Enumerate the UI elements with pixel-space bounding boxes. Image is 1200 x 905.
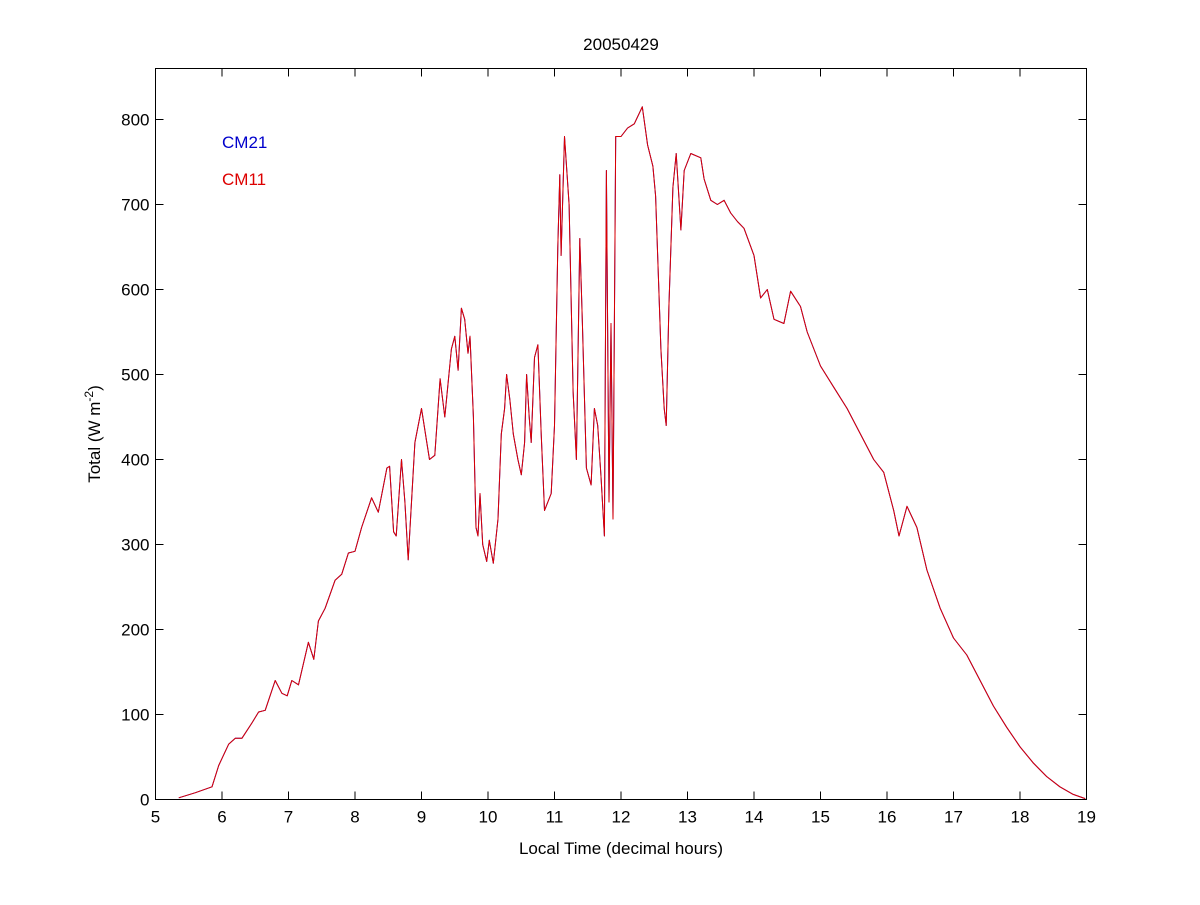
y-axis-label-main: Total (W m bbox=[85, 402, 104, 483]
x-tick-label: 5 bbox=[151, 808, 160, 827]
y-axis-label: Total (W m-2) bbox=[82, 385, 104, 483]
y-tick-label: 0 bbox=[140, 791, 149, 810]
x-axis-label: Local Time (decimal hours) bbox=[519, 839, 723, 858]
y-tick-label: 700 bbox=[121, 196, 149, 215]
x-tick-label: 16 bbox=[878, 808, 897, 827]
chart-title: 20050429 bbox=[583, 35, 659, 54]
series-line-cm11 bbox=[178, 106, 1086, 800]
x-tick-label: 14 bbox=[745, 808, 764, 827]
y-tick-label: 600 bbox=[121, 281, 149, 300]
x-tick-label: 10 bbox=[479, 808, 498, 827]
legend-entry-cm11: CM11 bbox=[222, 170, 266, 189]
x-tick-label: 18 bbox=[1011, 808, 1030, 827]
x-tick-label: 19 bbox=[1077, 808, 1096, 827]
x-tick-label: 13 bbox=[678, 808, 697, 827]
y-tick-label: 200 bbox=[121, 621, 149, 640]
y-tick-label: 400 bbox=[121, 451, 149, 470]
legend-entry-cm21: CM21 bbox=[222, 133, 267, 152]
x-tick-label: 7 bbox=[284, 808, 293, 827]
x-tick-label: 11 bbox=[546, 808, 564, 827]
x-tick-label: 12 bbox=[612, 808, 631, 827]
x-tick-label: 17 bbox=[944, 808, 963, 827]
series-layer bbox=[178, 106, 1086, 800]
x-tick-label: 15 bbox=[811, 808, 830, 827]
x-tick-label: 8 bbox=[350, 808, 359, 827]
y-axis-label-end: ) bbox=[85, 385, 104, 391]
ticks-layer: 5 6 7 8 9 10 11 12 13 14 15 16 17 18 19 0 100 200 300 400 50… bbox=[121, 68, 1096, 827]
y-tick-label: 800 bbox=[121, 111, 149, 130]
y-tick-label: 300 bbox=[121, 536, 149, 555]
x-tick-label: 6 bbox=[217, 808, 226, 827]
legend: CM21 CM11 bbox=[222, 133, 267, 189]
y-tick-label: 100 bbox=[121, 706, 149, 725]
x-tick-label: 9 bbox=[417, 808, 426, 827]
y-axis-label-sup: -2 bbox=[82, 391, 96, 402]
y-tick-label: 500 bbox=[121, 366, 149, 385]
